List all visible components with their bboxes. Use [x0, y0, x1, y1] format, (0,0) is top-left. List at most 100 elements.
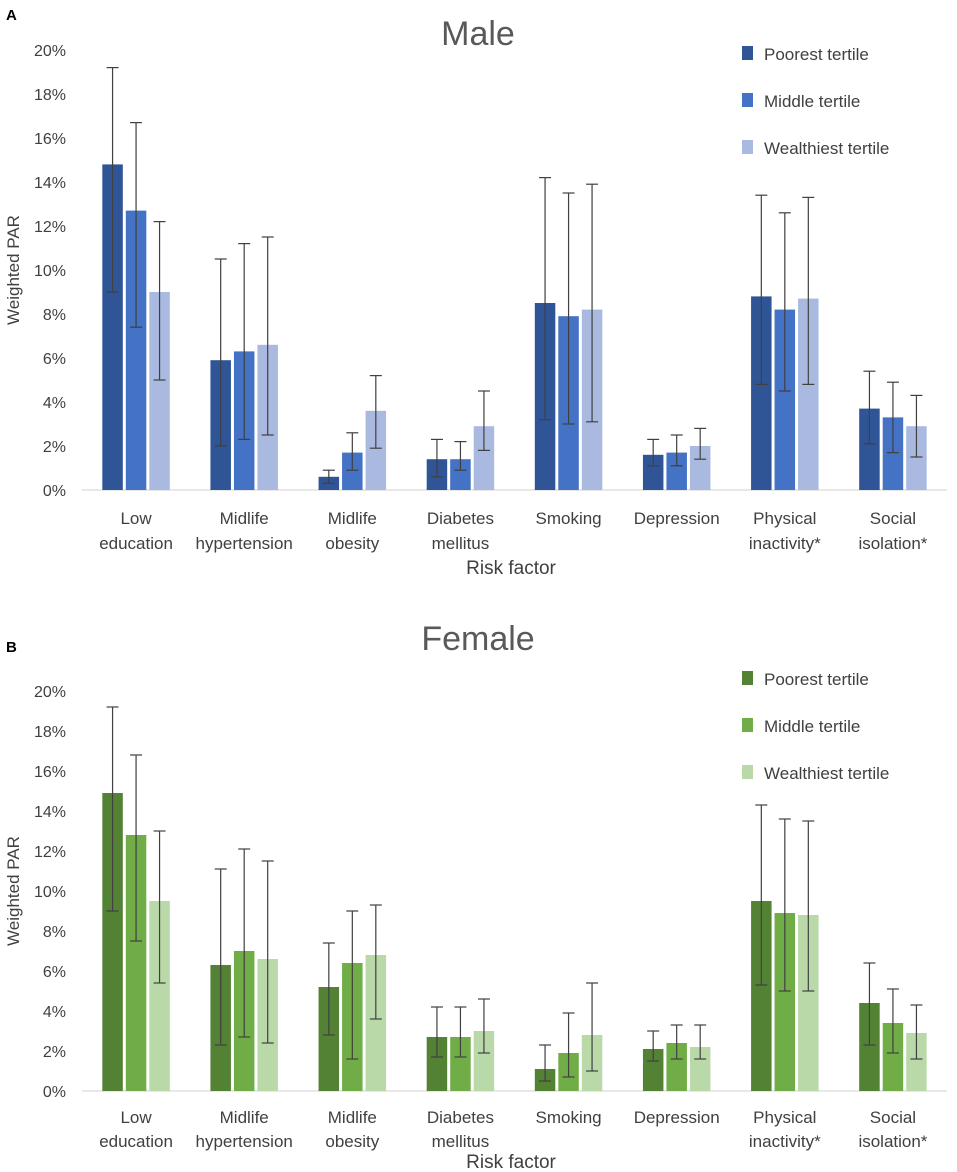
y-tick-label: 8% [43, 307, 66, 324]
y-tick-label: 14% [34, 804, 66, 821]
chart-panel-female: B Female 0% 2% 4% 6% 8% 10% 12% 14% 16% 18% 20% Weigh… [4, 620, 947, 1172]
bar [102, 793, 123, 1091]
x-tick-label: Smoking [535, 1108, 601, 1127]
bar [666, 452, 687, 490]
y-tick-label: 18% [34, 87, 66, 104]
x-tick-label: obesity [325, 534, 379, 553]
bar [751, 901, 772, 1091]
y-tick-label: 20% [34, 684, 66, 701]
x-tick-label: Midlife [220, 1108, 269, 1127]
bar [342, 452, 363, 490]
x-tick-label: isolation* [858, 1132, 927, 1151]
x-tick-label: education [99, 534, 173, 553]
bar [642, 1049, 664, 1091]
bar [859, 408, 880, 490]
legend-entry: Wealthiest tertile [764, 764, 889, 783]
bar [473, 1031, 495, 1091]
bar [426, 1037, 448, 1091]
legend-entry: Middle tertile [764, 717, 860, 736]
bar [149, 292, 170, 490]
bar [149, 901, 170, 1091]
y-tick-label: 4% [43, 1004, 66, 1021]
chart-panel-male: A Male 0% 2% 4% 6% 8% 10% 12% 14% 16% 18% 20% Weighte… [4, 7, 947, 579]
bar [450, 1037, 471, 1091]
y-tick-label: 0% [43, 1084, 66, 1101]
x-tick-label: isolation* [858, 534, 927, 553]
panel-label: B [6, 639, 17, 656]
bar [882, 1023, 904, 1091]
y-tick-label: 6% [43, 964, 66, 981]
x-tick-label: Midlife [328, 509, 377, 528]
x-tick-label: Midlife [328, 1108, 377, 1127]
legend-entry: Poorest tertile [764, 670, 869, 689]
bar [642, 454, 664, 490]
bar [473, 426, 495, 490]
bar [906, 426, 927, 490]
x-tick-label: mellitus [432, 1132, 490, 1151]
x-tick-label: hypertension [196, 534, 293, 553]
bar [774, 913, 796, 1091]
bar [798, 915, 819, 1091]
legend-swatch [742, 718, 753, 732]
legend-swatch [742, 140, 753, 154]
y-tick-label: 0% [43, 483, 66, 500]
x-tick-label: Physical [753, 509, 816, 528]
y-tick-label: 4% [43, 395, 66, 412]
y-axis-title: Weighted PAR [4, 215, 23, 325]
x-tick-label: inactivity* [749, 1132, 821, 1151]
legend-entry: Poorest tertile [764, 45, 869, 64]
x-tick-label: Depression [634, 1108, 720, 1127]
y-tick-label: 8% [43, 924, 66, 941]
x-tick-label: Low [120, 509, 152, 528]
x-axis-title: Risk factor [466, 1152, 556, 1172]
x-tick-label: Diabetes [427, 1108, 494, 1127]
bar [906, 1033, 927, 1091]
bar [318, 987, 340, 1091]
legend-swatch [742, 93, 753, 107]
y-tick-label: 20% [34, 43, 66, 60]
bar [689, 1047, 711, 1091]
y-tick-label: 16% [34, 764, 66, 781]
legend-swatch [742, 46, 753, 60]
bar [882, 417, 904, 490]
x-tick-label: Low [120, 1108, 152, 1127]
bar [666, 1043, 687, 1091]
x-tick-label: Physical [753, 1108, 816, 1127]
legend-swatch [742, 765, 753, 779]
x-tick-label: obesity [325, 1132, 379, 1151]
bar [450, 459, 471, 490]
x-tick-label: Depression [634, 509, 720, 528]
x-tick-label: Social [870, 509, 916, 528]
bar [125, 835, 147, 1091]
x-tick-label: mellitus [432, 534, 490, 553]
legend-entry: Wealthiest tertile [764, 139, 889, 158]
bar [751, 296, 772, 490]
x-tick-label: Social [870, 1108, 916, 1127]
y-tick-label: 16% [34, 131, 66, 148]
legend-swatch [742, 671, 753, 685]
y-tick-label: 2% [43, 439, 66, 456]
legend-entry: Middle tertile [764, 92, 860, 111]
y-tick-label: 6% [43, 351, 66, 368]
y-axis-title: Weighted PAR [4, 836, 23, 946]
y-tick-label: 12% [34, 844, 66, 861]
y-tick-label: 14% [34, 175, 66, 192]
bar [365, 410, 387, 490]
y-tick-label: 10% [34, 263, 66, 280]
x-tick-label: Smoking [535, 509, 601, 528]
x-tick-label: Diabetes [427, 509, 494, 528]
chart-title: Male [441, 15, 515, 53]
x-tick-label: education [99, 1132, 173, 1151]
x-tick-label: hypertension [196, 1132, 293, 1151]
bar [689, 446, 711, 490]
bar [125, 210, 147, 490]
x-tick-label: Midlife [220, 509, 269, 528]
bar [774, 309, 796, 490]
x-tick-label: inactivity* [749, 534, 821, 553]
bar [859, 1003, 880, 1091]
bar [365, 955, 387, 1091]
y-tick-label: 18% [34, 724, 66, 741]
chart-title: Female [421, 620, 534, 658]
y-tick-label: 12% [34, 219, 66, 236]
